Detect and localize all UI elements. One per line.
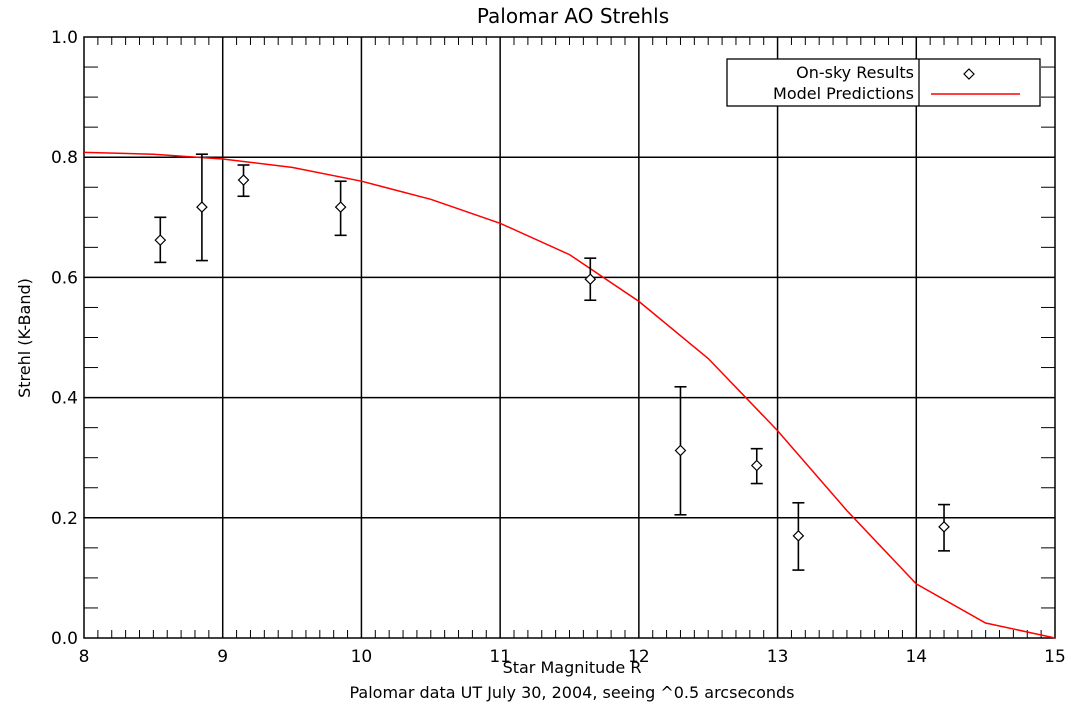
legend: On-sky Results Model Predictions — [726, 58, 1041, 107]
x-tick-label: 8 — [79, 647, 90, 667]
on-sky-results-points — [154, 153, 951, 571]
y-tick-label: 0.6 — [51, 268, 78, 288]
legend-diamond-icon — [963, 68, 975, 80]
data-point-diamond — [750, 459, 763, 472]
legend-label-model: Model Predictions — [773, 84, 914, 103]
y-tick-labels: 0.0 0.2 0.4 0.6 0.8 1.0 — [51, 28, 78, 649]
y-tick-label: 0.4 — [51, 389, 78, 409]
x-tick-label: 13 — [767, 647, 789, 667]
legend-label-on-sky: On-sky Results — [796, 63, 914, 82]
data-point-diamond — [792, 529, 805, 542]
x-tick-label: 11 — [489, 647, 511, 667]
grid — [84, 37, 1055, 638]
y-tick-label: 0.8 — [51, 148, 78, 168]
data-point-diamond — [674, 444, 687, 457]
data-point-diamond — [938, 520, 950, 533]
x-axis-title: Star Magnitude R — [503, 658, 642, 677]
y-axis-title: Strehl (K-Band) — [15, 278, 34, 398]
y-tick-label: 0.0 — [51, 629, 78, 649]
legend-box — [726, 58, 1041, 107]
plot-frame — [83, 36, 1056, 639]
ticks — [84, 37, 1055, 638]
data-point-diamond — [237, 174, 250, 186]
data-point-diamond — [334, 201, 347, 213]
chart-title: Palomar AO Strehls — [477, 4, 669, 28]
x-tick-label: 12 — [628, 647, 650, 667]
data-point-diamond — [584, 273, 597, 286]
x-tick-label: 9 — [217, 647, 228, 667]
x-tick-label: 15 — [1044, 647, 1066, 667]
x-axis-subtitle: Palomar data UT July 30, 2004, seeing ^0… — [349, 683, 794, 702]
data-point-diamond — [154, 234, 167, 246]
y-tick-label: 1.0 — [51, 28, 78, 48]
x-tick-label: 10 — [351, 647, 373, 667]
x-tick-label: 14 — [905, 647, 927, 667]
y-tick-label: 0.2 — [51, 509, 78, 529]
data-point-diamond — [196, 201, 208, 213]
model-predictions-line — [83, 151, 1056, 639]
x-tick-labels: 8 9 10 11 12 13 14 15 — [79, 647, 1066, 667]
